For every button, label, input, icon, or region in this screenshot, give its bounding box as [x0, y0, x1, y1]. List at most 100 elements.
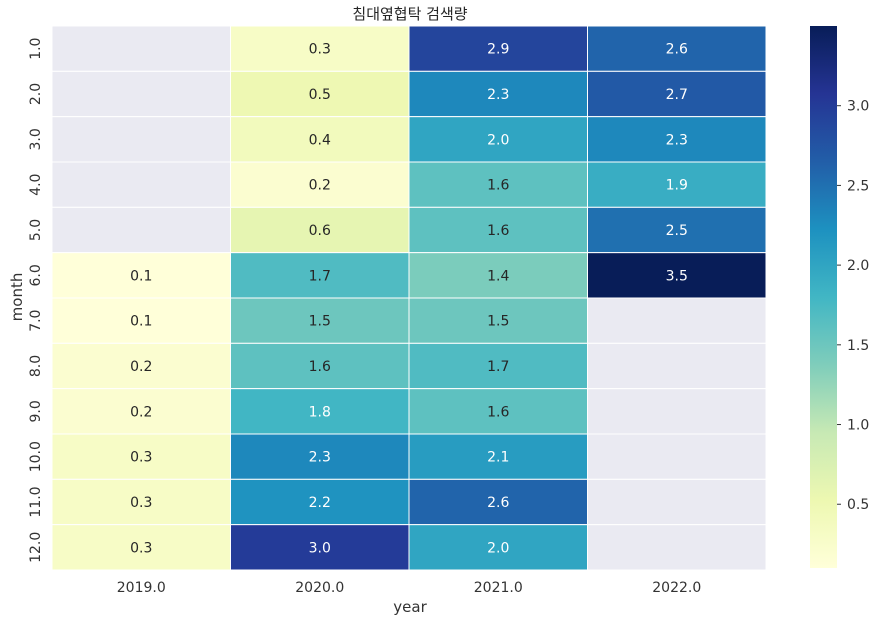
heatmap-cell: [408, 25, 588, 72]
heatmap-cell-value: 0.3: [309, 42, 331, 58]
y-tick-label: 11.0: [28, 486, 44, 517]
heatmap-cell: [230, 206, 410, 254]
heatmap-cell-empty: [51, 161, 231, 208]
heatmap-cell: [51, 433, 231, 480]
heatmap-cell: [408, 116, 588, 163]
heatmap-cell: [408, 70, 588, 118]
colorbar-tick-label: 3.0: [847, 99, 869, 115]
heatmap-cell-value: 0.3: [130, 495, 152, 511]
y-tick-label: 6.0: [28, 264, 44, 286]
heatmap-cell-value: 0.2: [309, 178, 331, 194]
x-tick-label: 2020.0: [295, 580, 344, 596]
heatmap-cell-value: 2.7: [666, 87, 688, 103]
heatmap-cell-value: 1.6: [487, 404, 509, 420]
heatmap-cell-value: 2.3: [666, 132, 688, 148]
heatmap-cell-value: 2.3: [309, 450, 331, 466]
colorbar-tick-label: 1.0: [847, 418, 869, 434]
heatmap-cell-value: 0.2: [130, 404, 152, 420]
heatmap-cell-value: 1.6: [487, 223, 509, 239]
heatmap-cell: [587, 252, 767, 299]
colorbar-tick-label: 0.5: [847, 497, 869, 513]
heatmap-cell-value: 0.3: [130, 540, 152, 556]
heatmap-cell-value: 2.9: [487, 42, 509, 58]
heatmap-cell: [408, 252, 588, 299]
heatmap-cell: [587, 25, 767, 72]
y-tick-label: 1.0: [28, 38, 44, 60]
y-axis-label: month: [8, 273, 26, 322]
y-tick-label: 9.0: [28, 400, 44, 422]
x-tick-label: 2022.0: [652, 580, 701, 596]
heatmap-cell-value: 3.0: [309, 540, 331, 556]
heatmap-cell-value: 1.7: [487, 359, 509, 375]
y-tick-label: 8.0: [28, 355, 44, 377]
heatmap-cell: [51, 297, 231, 344]
heatmap-cell-value: 1.6: [309, 359, 331, 375]
heatmap-cell: [408, 342, 588, 390]
heatmap-cell: [408, 433, 588, 480]
heatmap-cell-empty: [51, 70, 231, 118]
heatmap-cell-value: 2.1: [487, 450, 509, 466]
heatmap-cell-value: 0.5: [309, 87, 331, 103]
y-tick-label: 10.0: [28, 441, 44, 472]
heatmap-cell: [587, 206, 767, 254]
heatmap-cell-value: 0.2: [130, 359, 152, 375]
x-tick-label: 2019.0: [117, 580, 166, 596]
heatmap-cell: [408, 524, 588, 571]
colorbar-gradient: [810, 26, 837, 568]
heatmap-cell: [51, 252, 231, 299]
heatmap-cell: [230, 25, 410, 72]
heatmap-cell-value: 2.5: [666, 223, 688, 239]
heatmap-cell-value: 2.2: [309, 495, 331, 511]
heatmap-cell-value: 0.3: [130, 450, 152, 466]
y-tick-label: 7.0: [28, 310, 44, 332]
heatmap-cell: [230, 388, 410, 435]
colorbar-ticks: 0.5 1.0 1.5 2.0 2.5 3.0: [837, 99, 869, 513]
x-tick-label: 2021.0: [474, 580, 523, 596]
heatmap-cell-value: 1.8: [309, 404, 331, 420]
heatmap-cells: 0.3 2.9 2.6 0.5 2.3 2.7 0.4 2.0 2.3 0.2 1.6 1.9 0.6 1…: [51, 25, 767, 571]
y-tick-label: 5.0: [28, 219, 44, 241]
colorbar-tick-label: 1.5: [847, 338, 869, 354]
heatmap-cell-value: 1.5: [487, 314, 509, 330]
heatmap-cell-value: 0.1: [130, 268, 152, 284]
heatmap-cell-empty: [51, 25, 231, 72]
colorbar-tick-label: 2.5: [847, 178, 869, 194]
colorbar: 0.5 1.0 1.5 2.0 2.5 3.0: [810, 26, 869, 568]
heatmap-cell: [408, 388, 588, 435]
y-tick-label: 2.0: [28, 83, 44, 105]
heatmap-cell: [230, 161, 410, 208]
heatmap-cell-value: 1.5: [309, 314, 331, 330]
y-axis-ticks: 1.0 2.0 3.0 4.0 5.0 6.0 7.0 8.0 9.0 10.0 11.0 12.0: [28, 38, 44, 563]
heatmap-cell-empty: [587, 524, 767, 571]
heatmap-cell-value: 1.6: [487, 178, 509, 194]
chart-title: 침대옆협탁 검색량: [352, 5, 467, 23]
heatmap-cell-empty: [51, 206, 231, 254]
heatmap-cell: [51, 524, 231, 571]
heatmap-cell-value: 1.9: [666, 178, 688, 194]
heatmap-cell-empty: [587, 478, 767, 526]
heatmap-cell: [230, 70, 410, 118]
heatmap-cell-value: 1.7: [309, 268, 331, 284]
heatmap-cell-value: 0.1: [130, 314, 152, 330]
y-tick-label: 4.0: [28, 174, 44, 196]
heatmap-cell: [230, 252, 410, 299]
heatmap-cell-value: 2.6: [487, 495, 509, 511]
heatmap-cell-value: 2.6: [666, 42, 688, 58]
heatmap-cell: [230, 297, 410, 344]
heatmap-cell-empty: [587, 342, 767, 390]
heatmap-cell: [51, 342, 231, 390]
heatmap-cell-value: 0.4: [309, 132, 331, 148]
heatmap-cell-value: 2.3: [487, 87, 509, 103]
heatmap-cell-empty: [587, 388, 767, 435]
x-axis-ticks: 2019.0 2020.0 2021.0 2022.0: [117, 580, 702, 596]
heatmap-cell-value: 0.6: [309, 223, 331, 239]
heatmap-cell-empty: [587, 433, 767, 480]
heatmap-cell: [408, 297, 588, 344]
heatmap-cell-value: 3.5: [666, 268, 688, 284]
heatmap-cell-value: 2.0: [487, 132, 509, 148]
colorbar-tick-label: 2.0: [847, 258, 869, 274]
heatmap-cell-empty: [51, 116, 231, 163]
heatmap-cell: [408, 206, 588, 254]
heatmap-cell: [230, 524, 410, 571]
